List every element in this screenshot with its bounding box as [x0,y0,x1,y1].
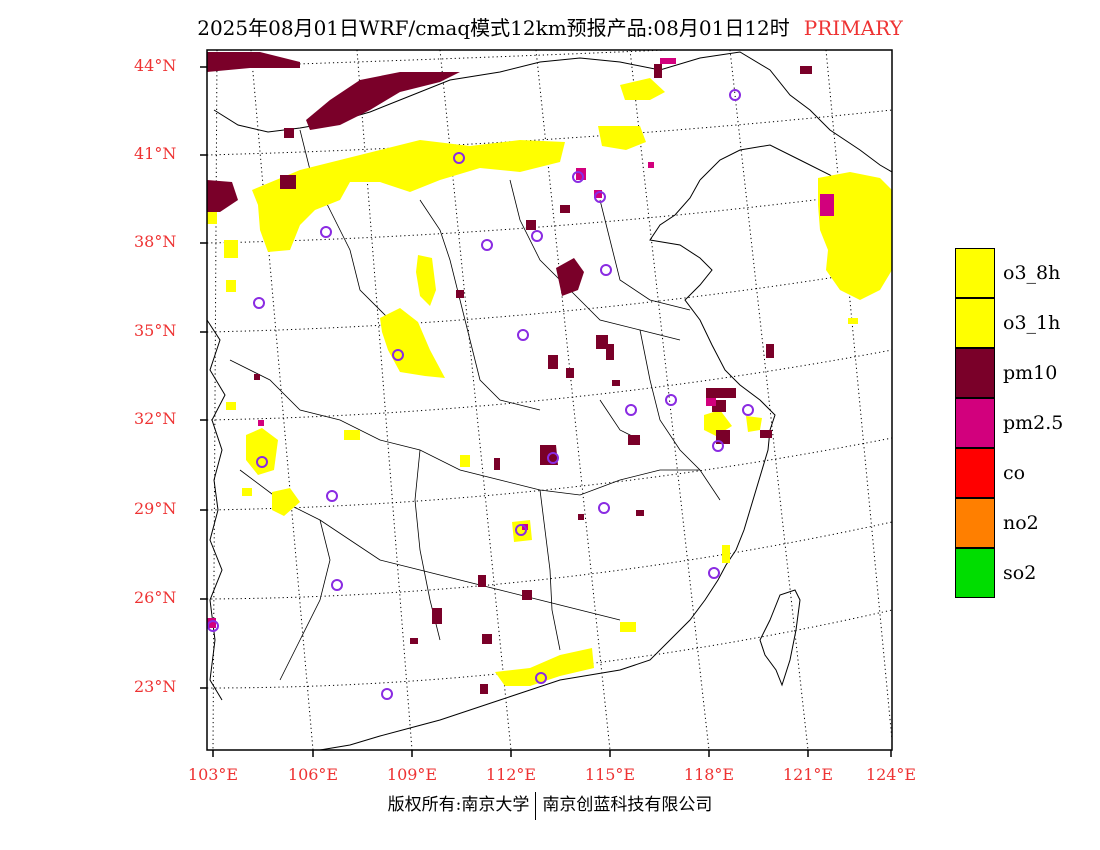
legend-swatch [955,398,995,448]
legend-swatch [955,498,995,548]
lat-label-29: 29°N [134,499,177,518]
lon-label-124: 124°E [865,765,917,784]
lat-label-38: 38°N [134,232,177,251]
lon-label-115: 115°E [584,765,636,784]
copyright-owner: 版权所有:南京大学 [387,795,530,815]
copyright-company: 南京创蓝科技有限公司 [542,795,713,815]
legend-swatch [955,348,995,398]
lon-label-103: 103°E [187,765,239,784]
o3-areas [207,78,892,686]
legend-label: pm10 [1003,362,1058,384]
station-markers [207,89,754,700]
legend-label: so2 [1003,562,1037,584]
legend-swatch [955,448,995,498]
lon-label-109: 109°E [386,765,438,784]
lon-label-106: 106°E [287,765,339,784]
lat-label-23: 23°N [134,677,177,696]
graticule [207,50,892,750]
axis-ticks [200,66,892,757]
map-title: 2025年08月01日WRF/cmaq模式12km预报产品:08月01日12时 P… [0,12,1100,41]
legend-swatch [955,548,995,598]
lat-label-35: 35°N [134,321,177,340]
map-frame [206,49,893,751]
lat-label-32: 32°N [134,409,177,428]
lon-label-118: 118°E [683,765,735,784]
legend-label: o3_8h [1003,262,1061,284]
footer-separator [535,791,537,820]
copyright-footer: 版权所有:南京大学 南京创蓝科技有限公司 [0,790,1100,820]
lon-label-121: 121°E [782,765,834,784]
lon-label-112: 112°E [485,765,537,784]
lat-label-26: 26°N [134,588,177,607]
legend-label: o3_1h [1003,312,1061,334]
lat-label-44: 44°N [134,56,177,75]
primary-tag: PRIMARY [803,16,903,40]
boundaries [207,51,892,750]
title-text: 2025年08月01日WRF/cmaq模式12km预报产品:08月01日12时 [197,16,790,40]
lat-label-41: 41°N [134,144,177,163]
legend-swatch [955,298,995,348]
legend-swatch [955,248,995,298]
legend-label: co [1003,462,1026,484]
legend-label: pm2.5 [1003,412,1064,434]
legend-label: no2 [1003,512,1039,534]
pm10-areas [207,52,812,694]
